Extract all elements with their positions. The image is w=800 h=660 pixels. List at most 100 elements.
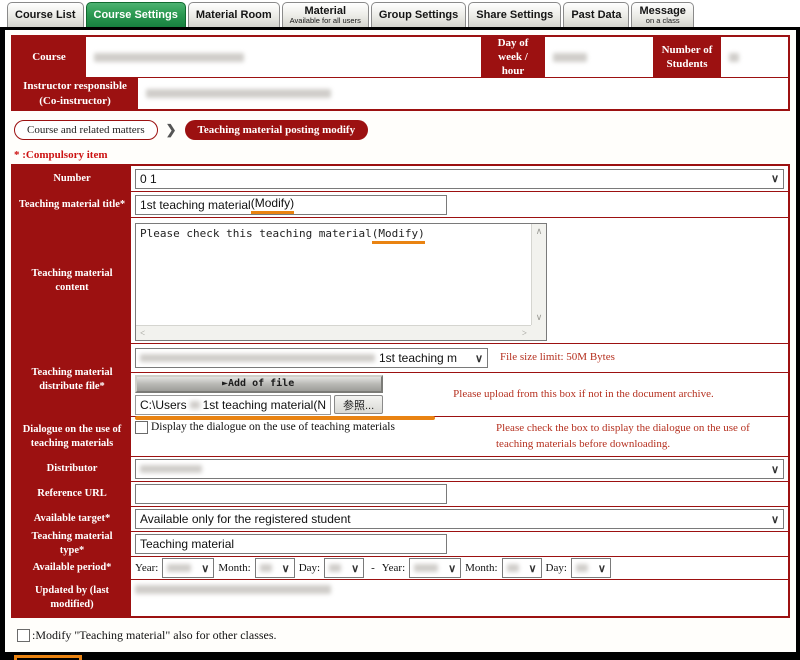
file-size-note: File size limit: 50M Bytes [500,351,615,364]
updated-by-label: Updated by (last modified) [13,580,131,616]
tab-label: Course Settings [93,9,178,21]
title-value-highlighted: (Modify) [250,196,295,214]
tab-course-list[interactable]: Course List [7,2,84,27]
archive-file-select[interactable]: 1st teaching m ∨ [135,348,488,368]
content-text: Please check this teaching material(Modi… [136,224,531,325]
year-from-label: Year: [135,562,159,574]
redacted-students [729,52,739,62]
tab-sublabel: on a class [645,15,680,25]
content-textarea[interactable]: Please check this teaching material(Modi… [135,223,547,341]
row-available-period: Available period* Year: ∨ Month: ∨ Day: … [13,556,788,579]
redacted-year-to [414,564,439,572]
tab-share-settings[interactable]: Share Settings [468,2,562,27]
available-target-label: Available target* [13,507,131,531]
month-from-select[interactable]: ∨ [254,558,295,578]
course-label: Course [13,37,85,77]
redacted-day-from [329,564,342,572]
tab-sublabel: Available for all users [289,15,361,25]
title-label: Teaching material title* [13,192,131,217]
redacted-username [189,400,200,409]
tab-label: Group Settings [378,9,459,21]
row-distribute-file: Teaching material distribute file* 1st t… [13,343,788,420]
breadcrumb-parent-button[interactable]: Course and related matters [14,120,158,140]
number-select[interactable]: 0 1 ∨ [135,168,784,189]
dialogue-checkbox[interactable] [135,421,148,434]
tab-course-settings[interactable]: Course Settings [85,2,186,27]
row-dialogue: Dialogue on the use of teaching material… [13,416,788,456]
redacted-course-name [94,52,244,62]
add-file-button[interactable]: ►Add of file [135,374,384,393]
scroll-up-icon[interactable]: ∧ [535,226,543,236]
redacted-month [259,564,272,572]
dropdown-arrow-icon: ∨ [474,352,483,365]
day-from-select[interactable]: ∨ [324,558,365,578]
year-from-select[interactable]: ∨ [162,558,215,578]
row-material-type: Teaching material type* Teaching materia… [13,531,788,556]
tab-label: Material Room [195,9,272,21]
redacted-day-to [575,564,588,572]
content-value: Please check this teaching material [140,227,372,240]
day-from-label: Day: [298,562,321,574]
file-upload-subrow: ►Add of file C:\Users 1st teaching mater… [131,372,788,420]
material-type-label: Teaching material type* [13,531,131,556]
tab-group-settings[interactable]: Group Settings [370,2,467,27]
file-path-prefix: C:\Users [140,397,187,412]
month-to-select[interactable]: ∨ [501,558,542,578]
breadcrumb: Course and related matters ❯ Teaching ma… [14,120,790,140]
redacted-instructor [146,89,331,98]
course-info-table: Course Day of week / hour Number of Stud… [11,35,790,111]
available-target-value: Available only for the registered studen… [140,512,351,526]
instructor-row: Instructor responsible (Co-instructor) [13,77,788,109]
browse-button[interactable]: 参照... [334,395,384,414]
day-to-select[interactable]: ∨ [570,558,611,578]
compulsory-note: * :Compulsory item [14,149,108,161]
file-path-input[interactable]: C:\Users 1st teaching material(N [135,394,331,415]
add-file-arrow-icon: ► [221,377,228,389]
students-label: Number of Students [654,37,720,77]
month-from-label: Month: [218,562,251,574]
material-form-table: Number 0 1 ∨ Teaching material title* 1s… [11,164,790,618]
reference-url-input[interactable] [135,484,447,504]
tab-bar: Course List Course Settings Material Roo… [0,0,800,27]
add-file-button-label: Add of file [227,377,295,389]
title-value: 1st teaching material [140,197,251,212]
tab-past-data[interactable]: Past Data [563,2,630,27]
year-to-label: Year: [381,562,406,574]
distributor-select[interactable]: ∨ [135,459,784,479]
scroll-left-icon[interactable]: < [140,328,146,338]
month-to-label: Month: [465,562,498,574]
year-to-select[interactable]: ∨ [409,558,462,578]
dropdown-arrow-icon: ∨ [770,173,779,185]
dropdown-arrow-icon: ∨ [597,562,606,575]
row-distributor: Distributor ∨ [13,456,788,481]
dialogue-note: Please check the box to display the dial… [496,422,750,450]
breadcrumb-current: Teaching material posting modify [184,120,369,140]
tab-message[interactable]: Message on a class [631,2,694,27]
scroll-right-icon[interactable]: > [521,328,527,338]
tab-label: Message [639,4,686,17]
dropdown-arrow-icon: ∨ [351,562,360,575]
redacted-year [167,564,192,572]
scroll-down-icon[interactable]: ∨ [535,312,543,322]
material-type-input[interactable]: Teaching material [135,534,447,554]
available-period-label: Available period* [13,557,131,579]
tab-label: Past Data [571,9,622,21]
page-frame: Course Day of week / hour Number of Stud… [0,27,800,660]
vertical-scrollbar[interactable]: ∧ ∨ [531,224,546,325]
file-path-group: C:\Users 1st teaching material(N 参照... [135,394,435,420]
tab-label: Share Settings [476,9,554,21]
tab-material-room[interactable]: Material Room [187,2,280,27]
dropdown-arrow-icon: ∨ [528,562,537,575]
redacted-month-to [506,564,519,572]
horizontal-scrollbar[interactable]: < > [136,325,531,340]
other-classes-checkbox[interactable] [17,629,30,642]
row-reference-url: Reference URL [13,481,788,506]
dropdown-arrow-icon: ∨ [448,562,457,575]
title-input[interactable]: 1st teaching material (Modify) [135,194,447,215]
modify-highlight-box: Modify [14,655,83,660]
day-to-label: Day: [545,562,567,574]
available-target-select[interactable]: Available only for the registered studen… [135,509,784,529]
material-type-value: Teaching material [140,537,235,551]
dropdown-arrow-icon: ∨ [770,463,779,476]
tab-material-all-users[interactable]: Material Available for all users [281,2,369,27]
